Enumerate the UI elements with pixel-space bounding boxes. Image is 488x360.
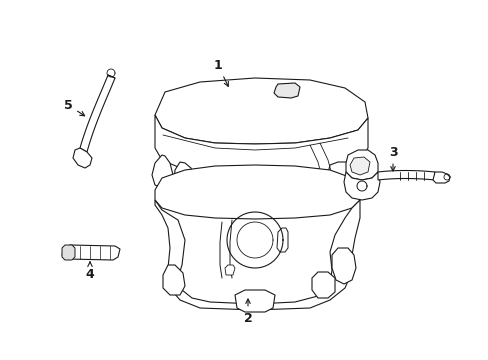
Polygon shape bbox=[343, 172, 379, 200]
Polygon shape bbox=[62, 245, 120, 260]
Polygon shape bbox=[346, 150, 377, 180]
Text: 1: 1 bbox=[213, 59, 228, 86]
Polygon shape bbox=[62, 245, 75, 260]
Text: 5: 5 bbox=[63, 99, 84, 116]
Polygon shape bbox=[327, 162, 364, 192]
Polygon shape bbox=[152, 155, 173, 188]
Polygon shape bbox=[80, 75, 115, 152]
Polygon shape bbox=[155, 200, 359, 310]
Polygon shape bbox=[432, 172, 449, 183]
Polygon shape bbox=[155, 78, 367, 144]
Polygon shape bbox=[155, 165, 359, 219]
Polygon shape bbox=[276, 228, 287, 252]
Polygon shape bbox=[174, 162, 194, 190]
Text: 2: 2 bbox=[243, 299, 252, 324]
Polygon shape bbox=[311, 272, 334, 298]
Text: 4: 4 bbox=[85, 262, 94, 282]
Polygon shape bbox=[155, 115, 367, 175]
Polygon shape bbox=[163, 265, 184, 295]
Polygon shape bbox=[377, 171, 434, 180]
Text: 3: 3 bbox=[388, 145, 397, 171]
Polygon shape bbox=[273, 83, 299, 98]
Polygon shape bbox=[224, 265, 235, 275]
Polygon shape bbox=[331, 248, 355, 284]
Polygon shape bbox=[349, 157, 369, 175]
Polygon shape bbox=[235, 290, 274, 312]
Polygon shape bbox=[73, 148, 92, 168]
